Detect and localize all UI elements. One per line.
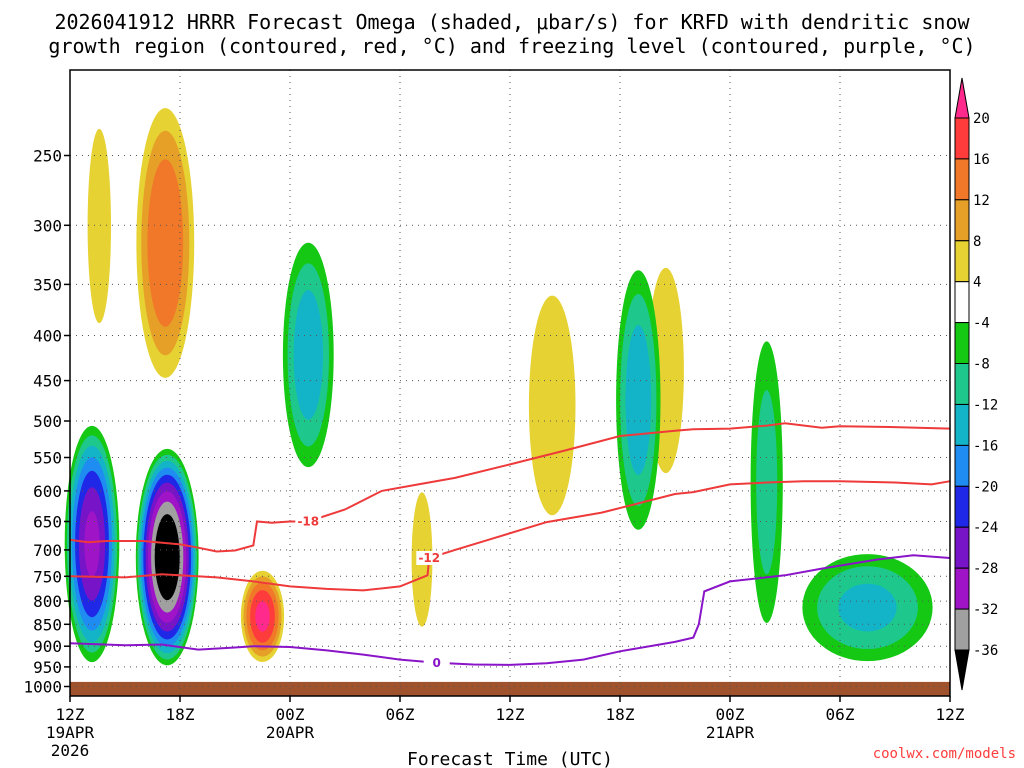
chart-title-line-1: 2026041912 HRRR Forecast Omega (shaded, … [54,10,970,34]
x-tick-label-30: 18Z [606,705,635,724]
colorbar-swatch-5 [954,281,970,324]
dgz-contour-label-1: -12 [418,551,440,565]
colorbar-label-3: 8 [973,234,981,250]
colorbar-label-7: -12 [973,398,998,414]
colorbar-swatch-11 [954,526,970,569]
colorbar-label-8: -16 [973,438,998,454]
colorbar-swatch-6 [954,322,970,365]
omega-cell-2-level--28 [84,511,100,577]
y-tick-label-900: 900 [33,637,62,656]
y-axis: 250 300 350 400 450 500 550 600 650 700 750 800 850 9… [23,147,70,697]
freezing-level-contour-label-0: 0 [433,656,441,670]
dgz-contour-label-bg-1 [416,551,443,565]
y-tick-label-700: 700 [33,541,62,560]
colorbar-label-9: -20 [973,479,998,495]
dgz-contour-1 [69,480,951,592]
omega-cell-7-level-4 [528,295,576,516]
freezing-level-contour-0 [69,554,951,666]
omega-cell-0-level-4 [87,128,112,324]
credit-link[interactable]: coolwx.com/models [873,746,1016,762]
y-tick-label-650: 650 [33,513,62,532]
x-date-label-36: 21APR [706,723,755,742]
x-date-label-12: 20APR [266,723,315,742]
y-tick-label-450: 450 [33,372,62,391]
y-tick-label-300: 300 [33,216,62,235]
x-tick-label-18: 06Z [386,705,415,724]
omega-shading-layer [64,108,933,666]
colorbar-swatch-13 [954,608,970,651]
colorbar-swatch-top-arrow [954,77,970,119]
dgz-contour-label-bg-0 [295,514,322,529]
colorbar-label-6: -8 [973,357,990,373]
colorbar-label-5: -4 [973,316,990,332]
dgz-contour-0 [69,422,951,553]
x-year-label-0: 2026 [51,741,90,760]
colorbar-swatch-3 [954,199,970,242]
contour-layer: -18 -12 0 [69,422,951,670]
colorbar-label-11: -28 [973,561,998,577]
omega-cell-9-level--12 [625,325,652,475]
omega-cell-4-level--12 [293,290,323,420]
omega-cell-3-level--36 [154,514,180,601]
colorbar-swatch-bottom-arrow [954,649,970,691]
omega-cell-5-level-20 [255,601,270,632]
x-tick-label-12: 00Z [276,705,305,724]
colorbar-label-0: 20 [973,111,990,127]
colorbar-swatch-2 [954,158,970,201]
colorbar-swatch-8 [954,404,970,446]
y-tick-label-800: 800 [33,592,62,611]
freezing-level-contour-label-bg-0 [423,655,450,670]
y-tick-label-600: 600 [33,482,62,501]
x-tick-label-48: 12Z [936,705,965,724]
colorbar-label-4: 4 [973,275,981,291]
dgz-contour-label-0: -18 [297,515,319,529]
x-tick-label-6: 18Z [166,705,195,724]
y-tick-label-400: 400 [33,327,62,346]
colorbar-swatch-4 [954,240,970,283]
x-axis-label: Forecast Time (UTC) [407,749,613,768]
omega-cell-1-level-12 [147,159,184,327]
y-tick-label-350: 350 [33,275,62,294]
omega-cell-11-level--12 [838,583,897,632]
x-tick-label-42: 06Z [826,705,855,724]
x-tick-label-36: 00Z [716,705,745,724]
colorbar-swatch-7 [954,363,970,405]
colorbar-label-10: -24 [973,520,998,536]
y-tick-label-250: 250 [33,147,62,166]
colorbar-label-2: 12 [973,193,990,209]
x-tick-label-0: 12Z [56,705,85,724]
colorbar-label-1: 16 [973,152,990,168]
colorbar-label-12: -32 [973,602,998,618]
chart-title-line-2: growth region (contoured, red, °C) and f… [48,34,975,58]
x-date-label-0: 19APR [46,723,95,742]
y-tick-label-500: 500 [33,412,62,431]
colorbar-label-13: -36 [973,643,998,659]
y-tick-label-850: 850 [33,615,62,634]
colorbar-swatch-12 [954,567,970,610]
x-tick-label-24: 12Z [496,705,525,724]
y-tick-label-550: 550 [33,449,62,468]
y-tick-label-750: 750 [33,567,62,586]
colorbar-swatch-9 [954,444,970,487]
colorbar-swatch-1 [954,117,970,160]
y-tick-label-1000: 1000 [23,678,62,697]
y-tick-label-950: 950 [33,658,62,677]
colorbar-swatch-10 [954,485,970,528]
colorbar-legend: 20 16 12 8 4 -4 -8 -12 -16 -20 -24 -28 -32 -36 [954,77,998,691]
